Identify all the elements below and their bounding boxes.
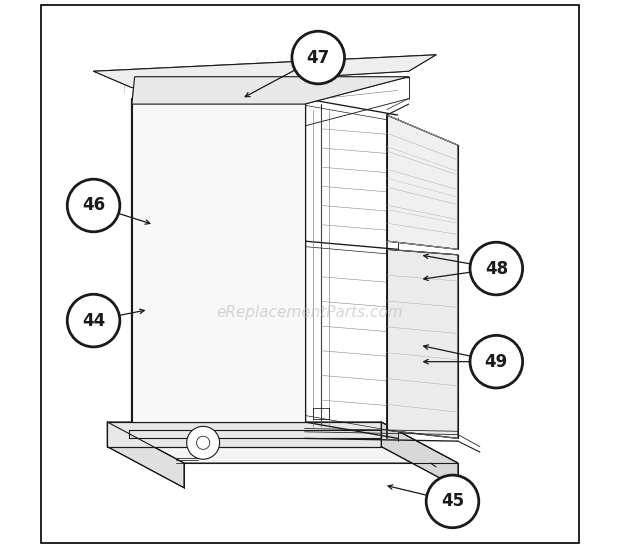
Circle shape bbox=[426, 475, 479, 528]
Polygon shape bbox=[387, 115, 458, 249]
Polygon shape bbox=[107, 422, 381, 447]
Text: 44: 44 bbox=[82, 312, 105, 329]
Polygon shape bbox=[107, 422, 458, 463]
Polygon shape bbox=[107, 422, 184, 488]
Circle shape bbox=[187, 426, 219, 459]
Text: 45: 45 bbox=[441, 493, 464, 510]
Text: 49: 49 bbox=[485, 353, 508, 370]
Circle shape bbox=[67, 294, 120, 347]
Polygon shape bbox=[387, 249, 458, 438]
Polygon shape bbox=[132, 77, 409, 104]
Text: eReplacementParts.com: eReplacementParts.com bbox=[216, 305, 404, 320]
Circle shape bbox=[470, 242, 523, 295]
Circle shape bbox=[67, 179, 120, 232]
Polygon shape bbox=[94, 55, 436, 88]
Polygon shape bbox=[381, 422, 458, 488]
Text: 46: 46 bbox=[82, 197, 105, 214]
Circle shape bbox=[197, 436, 210, 449]
Circle shape bbox=[470, 335, 523, 388]
Circle shape bbox=[292, 31, 345, 84]
Text: 47: 47 bbox=[307, 49, 330, 66]
Polygon shape bbox=[132, 99, 304, 422]
Text: 48: 48 bbox=[485, 260, 508, 277]
